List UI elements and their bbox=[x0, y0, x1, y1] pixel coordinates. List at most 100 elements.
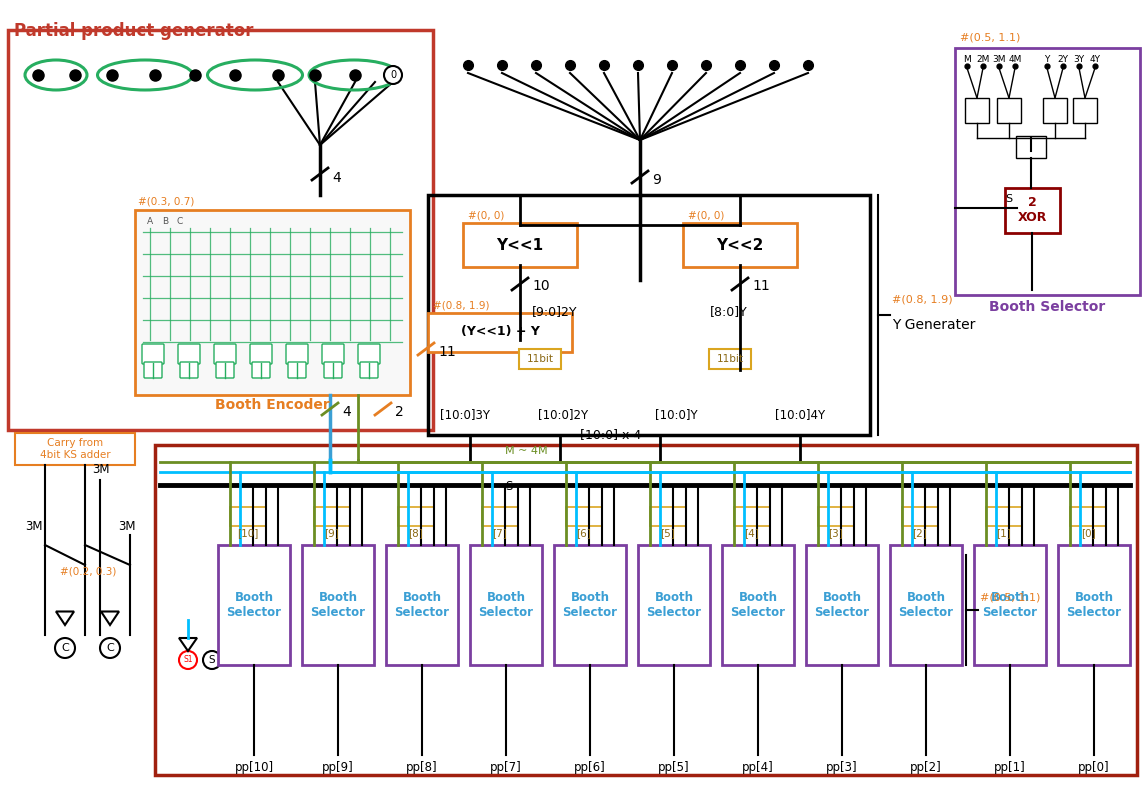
FancyBboxPatch shape bbox=[322, 344, 344, 364]
Text: [1]: [1] bbox=[997, 528, 1012, 538]
Text: pp[9]: pp[9] bbox=[322, 761, 354, 775]
Text: 3M: 3M bbox=[92, 463, 109, 476]
FancyBboxPatch shape bbox=[360, 362, 379, 378]
Circle shape bbox=[100, 638, 120, 658]
Text: 2: 2 bbox=[395, 405, 404, 419]
Text: Y<<2: Y<<2 bbox=[717, 237, 764, 252]
FancyBboxPatch shape bbox=[1070, 507, 1106, 526]
Text: 2Y: 2Y bbox=[1058, 56, 1069, 64]
Circle shape bbox=[384, 66, 401, 84]
FancyBboxPatch shape bbox=[890, 545, 962, 665]
Text: [2]: [2] bbox=[913, 528, 928, 538]
Text: Booth
Selector: Booth Selector bbox=[395, 591, 450, 619]
Text: S: S bbox=[1006, 194, 1013, 204]
Text: 0: 0 bbox=[390, 70, 396, 80]
FancyBboxPatch shape bbox=[286, 344, 309, 364]
Text: pp[3]: pp[3] bbox=[826, 761, 858, 775]
Text: [8]: [8] bbox=[408, 528, 423, 538]
Text: S: S bbox=[505, 480, 513, 493]
Text: 3Y: 3Y bbox=[1074, 56, 1085, 64]
Text: pp[1]: pp[1] bbox=[994, 761, 1025, 775]
FancyBboxPatch shape bbox=[398, 507, 434, 526]
FancyBboxPatch shape bbox=[135, 210, 409, 395]
FancyBboxPatch shape bbox=[323, 362, 342, 378]
Text: [7]: [7] bbox=[492, 528, 507, 538]
FancyBboxPatch shape bbox=[709, 349, 751, 369]
FancyBboxPatch shape bbox=[1043, 98, 1067, 123]
Circle shape bbox=[203, 651, 221, 669]
Text: Carry from
4bit KS adder: Carry from 4bit KS adder bbox=[40, 439, 110, 460]
FancyBboxPatch shape bbox=[463, 223, 577, 267]
Text: [10:0]Y: [10:0]Y bbox=[655, 408, 697, 422]
Text: Booth Encoder: Booth Encoder bbox=[214, 398, 329, 412]
FancyBboxPatch shape bbox=[1072, 98, 1097, 123]
FancyBboxPatch shape bbox=[650, 507, 686, 526]
Text: [3]: [3] bbox=[828, 528, 843, 538]
FancyBboxPatch shape bbox=[482, 507, 518, 526]
Text: 11bit: 11bit bbox=[717, 354, 743, 364]
FancyBboxPatch shape bbox=[428, 313, 572, 352]
Text: pp[7]: pp[7] bbox=[490, 761, 522, 775]
FancyBboxPatch shape bbox=[721, 545, 794, 665]
FancyBboxPatch shape bbox=[734, 507, 770, 526]
Text: 4M: 4M bbox=[1008, 56, 1022, 64]
Text: 3M: 3M bbox=[118, 520, 135, 533]
Text: Booth
Selector: Booth Selector bbox=[814, 591, 869, 619]
FancyBboxPatch shape bbox=[302, 545, 374, 665]
FancyBboxPatch shape bbox=[518, 349, 561, 369]
Text: C: C bbox=[61, 643, 69, 653]
FancyBboxPatch shape bbox=[554, 545, 626, 665]
FancyBboxPatch shape bbox=[965, 98, 989, 123]
Text: #(0.5, 1.1): #(0.5, 1.1) bbox=[960, 32, 1021, 42]
Text: B: B bbox=[162, 217, 169, 226]
FancyBboxPatch shape bbox=[902, 507, 938, 526]
Text: 3M: 3M bbox=[25, 520, 42, 533]
FancyBboxPatch shape bbox=[288, 362, 306, 378]
Text: [10]: [10] bbox=[237, 528, 259, 538]
FancyBboxPatch shape bbox=[314, 507, 350, 526]
FancyBboxPatch shape bbox=[470, 545, 543, 665]
Text: 9: 9 bbox=[651, 173, 661, 187]
FancyBboxPatch shape bbox=[1005, 188, 1060, 233]
Text: pp[8]: pp[8] bbox=[406, 761, 438, 775]
Text: S: S bbox=[209, 655, 216, 665]
FancyBboxPatch shape bbox=[565, 507, 602, 526]
Text: Booth
Selector: Booth Selector bbox=[562, 591, 617, 619]
Text: Booth
Selector: Booth Selector bbox=[311, 591, 366, 619]
Text: Partial product generator: Partial product generator bbox=[14, 22, 253, 40]
Text: [10:0]3Y: [10:0]3Y bbox=[440, 408, 490, 422]
FancyBboxPatch shape bbox=[231, 507, 266, 526]
Text: pp[0]: pp[0] bbox=[1078, 761, 1110, 775]
Text: [4]: [4] bbox=[744, 528, 759, 538]
Text: 11: 11 bbox=[438, 345, 455, 359]
FancyBboxPatch shape bbox=[145, 362, 162, 378]
FancyBboxPatch shape bbox=[252, 362, 270, 378]
Text: C: C bbox=[177, 217, 184, 226]
FancyBboxPatch shape bbox=[818, 507, 855, 526]
Text: Booth Selector: Booth Selector bbox=[989, 300, 1105, 314]
Text: 2M: 2M bbox=[976, 56, 990, 64]
FancyBboxPatch shape bbox=[216, 362, 234, 378]
FancyBboxPatch shape bbox=[1058, 545, 1130, 665]
Text: M ~ 4M: M ~ 4M bbox=[505, 446, 547, 456]
Text: (Y<<1) + Y: (Y<<1) + Y bbox=[461, 325, 539, 339]
Text: Y<<1: Y<<1 bbox=[497, 237, 544, 252]
FancyBboxPatch shape bbox=[638, 545, 710, 665]
Text: Booth
Selector: Booth Selector bbox=[1067, 591, 1122, 619]
Text: pp[5]: pp[5] bbox=[658, 761, 689, 775]
Text: 2
XOR: 2 XOR bbox=[1017, 196, 1047, 224]
FancyBboxPatch shape bbox=[180, 362, 198, 378]
Text: #(0, 0): #(0, 0) bbox=[468, 211, 505, 221]
Text: [8:0]Y: [8:0]Y bbox=[710, 305, 748, 319]
FancyBboxPatch shape bbox=[682, 223, 797, 267]
Text: pp[10]: pp[10] bbox=[234, 761, 274, 775]
Text: A: A bbox=[147, 217, 153, 226]
Text: [5]: [5] bbox=[661, 528, 676, 538]
Text: [0]: [0] bbox=[1080, 528, 1095, 538]
Text: Booth
Selector: Booth Selector bbox=[983, 591, 1038, 619]
Text: 4Y: 4Y bbox=[1090, 56, 1100, 64]
Text: #(0.5, 1.1): #(0.5, 1.1) bbox=[980, 593, 1040, 603]
Text: pp[4]: pp[4] bbox=[742, 761, 774, 775]
Text: Y: Y bbox=[1044, 56, 1050, 64]
FancyBboxPatch shape bbox=[250, 344, 272, 364]
